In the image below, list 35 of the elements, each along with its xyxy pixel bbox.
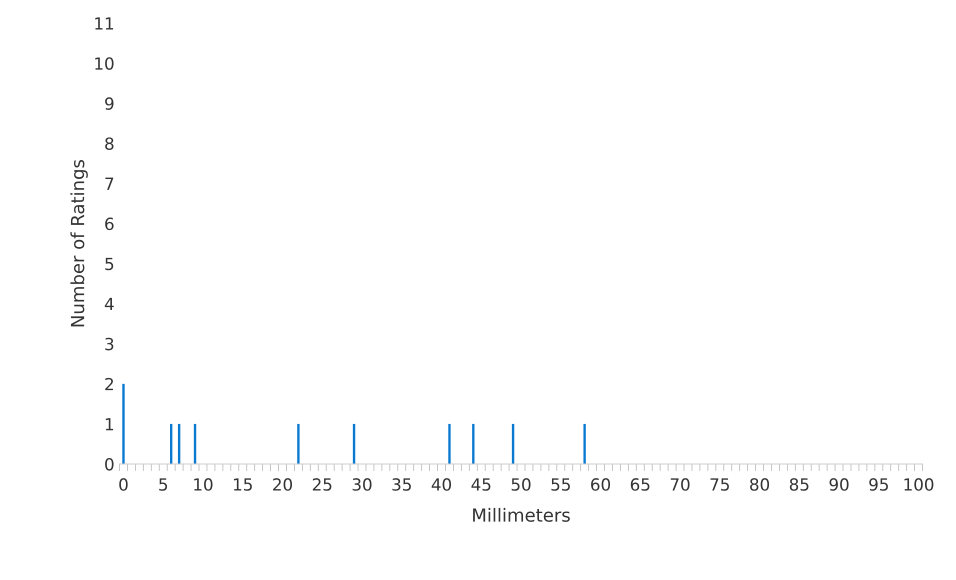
- y-tick-label: 1: [106, 418, 114, 430]
- y-axis-title: Number of Ratings: [70, 160, 88, 326]
- x-tick-label: 75: [710, 478, 729, 491]
- x-tick-label: 0: [119, 478, 128, 491]
- x-axis-title: Millimeters: [473, 508, 570, 522]
- y-tick-label: 5: [105, 258, 114, 270]
- y-tick-label: 6: [105, 218, 114, 230]
- x-tick-label: 25: [312, 478, 332, 491]
- x-tick-label: 35: [392, 478, 411, 491]
- x-tick-label: 15: [234, 478, 252, 491]
- x-tick-label: 90: [830, 478, 849, 491]
- x-tick-label: 45: [471, 478, 490, 491]
- x-tick-label: 5: [159, 478, 168, 491]
- x-tick-label: 85: [790, 478, 808, 491]
- x-tick-label: 55: [551, 478, 570, 491]
- y-tick-label: 2: [105, 378, 113, 390]
- y-tick-label: 11: [95, 17, 114, 30]
- y-tick-label: 7: [105, 178, 114, 190]
- y-tick-label: 10: [95, 57, 114, 70]
- x-tick-label: 40: [432, 478, 452, 491]
- x-tick-label: 10: [194, 478, 212, 491]
- x-tick-label: 70: [670, 478, 690, 491]
- x-tick-label: 80: [750, 478, 770, 491]
- x-tick-label: 65: [630, 478, 650, 491]
- x-tick-label: 30: [352, 478, 372, 491]
- y-tick-label: 0: [105, 458, 114, 471]
- y-tick-label: 8: [105, 137, 114, 150]
- x-tick-label: 95: [869, 478, 888, 491]
- x-tick-label: 20: [273, 478, 292, 491]
- x-tick-label: 50: [512, 478, 531, 491]
- x-tick-label: 100: [904, 478, 934, 491]
- y-tick-label: 3: [105, 338, 114, 350]
- y-tick-label: 4: [104, 298, 114, 310]
- x-tick-label: 60: [591, 478, 610, 491]
- y-tick-label: 9: [105, 97, 114, 110]
